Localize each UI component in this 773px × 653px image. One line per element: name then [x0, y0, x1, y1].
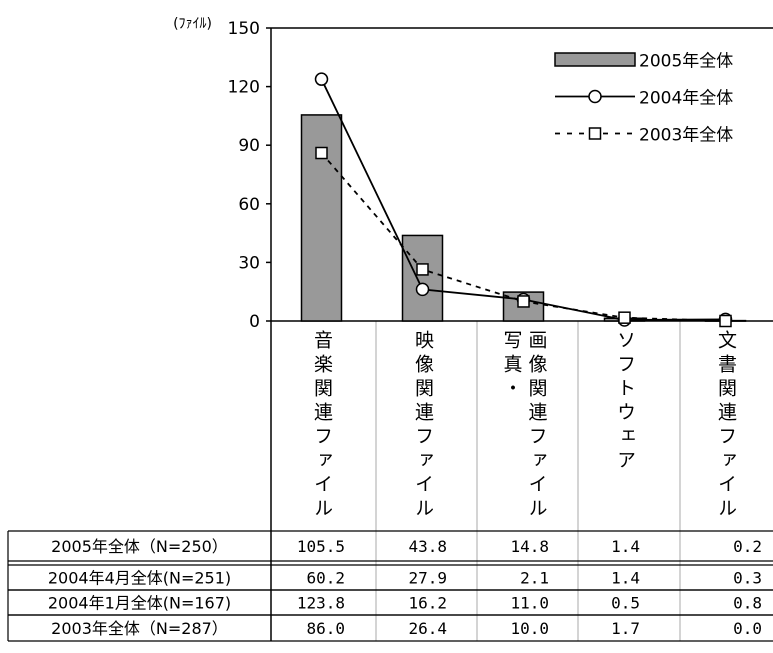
y-tick-label: 150 — [228, 19, 260, 39]
table-cell-value: 123.8 — [297, 594, 345, 613]
table-cell-value: 86.0 — [306, 619, 345, 638]
category-label-cell: 音楽関連ファイル — [277, 330, 367, 526]
category-label-cell: 写真・ 画像関連ファイル — [479, 330, 569, 526]
table-cell-value: 43.8 — [408, 537, 447, 556]
circle-marker-series1-cat0 — [314, 72, 329, 86]
y-tick-label: 60 — [238, 195, 260, 215]
data-table: 2005年全体（N=250） 105.5 43.8 14.8 1.4 0.2 2004年4月… — [7, 530, 773, 642]
table-cell-value: 10.0 — [510, 619, 549, 638]
bar-series0-cat0 — [300, 114, 343, 322]
category-label: 文書関連ファイル — [715, 330, 737, 522]
category-label: ソフトウェア — [614, 330, 636, 474]
circle-marker-series1-cat1 — [415, 282, 430, 297]
category-label: 映像関連ファイル — [412, 330, 434, 522]
legend: 2005年全体 2004年全体 2003年全体 — [554, 52, 733, 146]
y-axis-title: (ﾌｧｲﾙ) — [173, 16, 212, 32]
table-cell-value: 27.9 — [408, 569, 447, 588]
legend-square-marker — [588, 127, 602, 140]
table-cell-value: 0.3 — [733, 569, 762, 588]
table-cell-value: 11.0 — [510, 594, 549, 613]
category-label-cell: 文書関連ファイル — [681, 330, 771, 526]
table-cell-value: 26.4 — [408, 619, 447, 638]
bar-series0-cat1 — [401, 234, 444, 322]
table-cell-value: 16.2 — [408, 594, 447, 613]
table-cell-value: 0.0 — [733, 619, 762, 638]
table-cell-value: 1.4 — [611, 569, 640, 588]
axes-and-frame: 0 30 60 90 120 150 (ﾌｧｲﾙ) — [173, 16, 773, 641]
table-cell-value: 1.7 — [611, 619, 640, 638]
category-label: 写真・ 画像関連ファイル — [500, 330, 548, 522]
legend-label: 2005年全体 — [639, 52, 733, 72]
table-row-label: 2004年1月全体(N=167) — [48, 594, 231, 613]
table-cell-value: 1.4 — [611, 537, 640, 556]
line-markers — [314, 72, 733, 328]
legend-label: 2003年全体 — [639, 126, 733, 146]
legend-swatch-bar — [554, 52, 636, 67]
square-marker-series2-cat4 — [719, 314, 732, 328]
table-row-label: 2003年全体（N=287） — [51, 619, 228, 638]
table-row-label: 2004年4月全体(N=251) — [48, 569, 231, 588]
square-marker-series2-cat1 — [416, 263, 429, 276]
y-tick-label: 30 — [238, 253, 260, 273]
table-cell-value: 0.5 — [611, 594, 640, 613]
category-label-cell: 映像関連ファイル — [378, 330, 468, 526]
table-cell-value: 0.2 — [733, 537, 762, 556]
bar-series — [300, 114, 747, 322]
square-marker-series2-cat3 — [618, 311, 631, 324]
table-cell-value: 0.8 — [733, 594, 762, 613]
table-cell-value: 2.1 — [520, 569, 549, 588]
legend-circle-marker — [588, 89, 602, 104]
table-cell-value: 60.2 — [306, 569, 345, 588]
category-label: 音楽関連ファイル — [311, 330, 333, 522]
square-marker-series2-cat0 — [315, 146, 328, 160]
y-tick-label: 120 — [228, 78, 260, 98]
table-cell-value: 105.5 — [297, 537, 345, 556]
legend-label: 2004年全体 — [639, 89, 733, 109]
table-cell-value: 14.8 — [510, 537, 549, 556]
y-tick-label: 0 — [249, 312, 260, 332]
square-marker-series2-cat2 — [517, 295, 530, 308]
line-series1 — [320, 78, 726, 321]
table-row-label: 2005年全体（N=250） — [51, 537, 228, 556]
y-tick-label: 90 — [238, 136, 260, 156]
category-label-cell: ソフトウェア — [580, 330, 670, 526]
line-series — [320, 78, 726, 322]
